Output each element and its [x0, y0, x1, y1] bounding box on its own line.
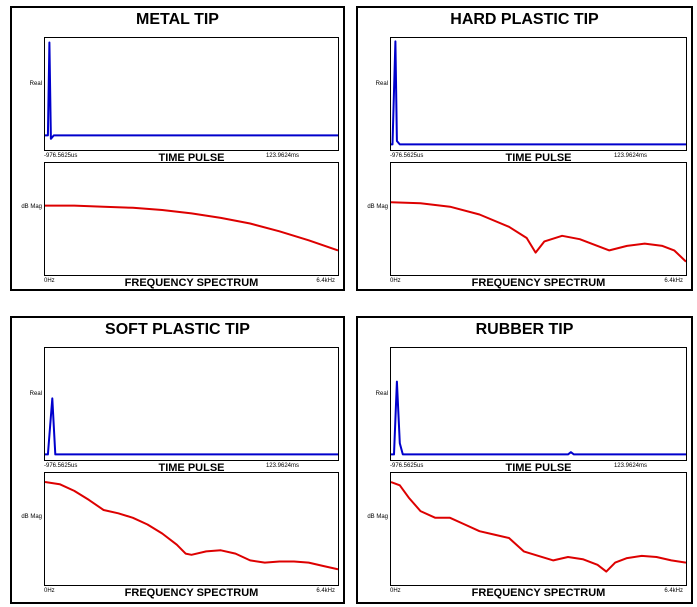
time-pulse-plot [44, 347, 339, 461]
x-end-label: 123.9624ms [265, 153, 299, 159]
y-axis-label: dB Mag [21, 204, 42, 210]
chart-panel: METAL TIP Real -976.5625us 123.9624ms TIME P… [10, 6, 345, 291]
x-end-label: 6.4kHz [316, 588, 335, 594]
x-start-label: 0Hz [390, 588, 401, 594]
time-pulse-title: TIME PULSE [505, 462, 572, 474]
time-pulse-title: TIME PULSE [158, 152, 225, 164]
frequency-spectrum-title: FREQUENCY SPECTRUM [471, 587, 606, 599]
panel-title: METAL TIP [136, 11, 219, 28]
chart-panel: HARD PLASTIC TIP Real -976.5625us 123.9624m… [356, 6, 693, 291]
time-pulse-title: TIME PULSE [505, 152, 572, 164]
frequency-spectrum-plot [44, 162, 339, 276]
y-axis-label: dB Mag [21, 514, 42, 520]
x-end-label: 6.4kHz [664, 278, 683, 284]
pulse-series-line [45, 397, 338, 456]
x-start-label: 0Hz [44, 278, 55, 284]
plot-area [45, 41, 338, 140]
y-axis-label: Real [375, 391, 388, 397]
chart-panel: RUBBER TIP Real -976.5625us 123.9624ms TIME … [356, 316, 693, 604]
x-start-label: -976.5625us [390, 463, 424, 469]
plot-area [391, 201, 686, 263]
x-start-label: -976.5625us [390, 153, 424, 159]
frequency-spectrum-plot [390, 162, 687, 276]
x-end-label: 123.9624ms [265, 463, 299, 469]
time-pulse-title: TIME PULSE [158, 462, 225, 474]
frequency-spectrum-title: FREQUENCY SPECTRUM [471, 277, 606, 289]
chart-panel: SOFT PLASTIC TIP Real -976.5625us 123.9624m… [10, 316, 345, 604]
x-end-label: 123.9624ms [613, 153, 647, 159]
spectrum-series-line [45, 481, 338, 571]
y-axis-label: Real [29, 391, 42, 397]
time-pulse-plot [390, 37, 687, 151]
spectrum-series-line [391, 201, 686, 263]
y-axis-label: Real [29, 81, 42, 87]
plot-area [45, 481, 338, 571]
frequency-spectrum-plot [390, 472, 687, 586]
pulse-series-line [391, 380, 686, 456]
spectrum-series-line [45, 204, 338, 252]
spectrum-series-line [391, 481, 686, 573]
frequency-spectrum-title: FREQUENCY SPECTRUM [124, 587, 259, 599]
panel-title: RUBBER TIP [475, 321, 574, 338]
y-axis-label: dB Mag [367, 204, 388, 210]
time-pulse-plot [390, 347, 687, 461]
frequency-spectrum-title: FREQUENCY SPECTRUM [124, 277, 259, 289]
frequency-spectrum-plot [44, 472, 339, 586]
pulse-series-line [391, 40, 686, 146]
panel-title: SOFT PLASTIC TIP [105, 321, 250, 338]
plot-area [391, 481, 686, 573]
plot-area [391, 40, 686, 146]
time-pulse-plot [44, 37, 339, 151]
x-end-label: 123.9624ms [613, 463, 647, 469]
x-start-label: 0Hz [44, 588, 55, 594]
plot-area [45, 204, 338, 252]
pulse-series-line [45, 41, 338, 140]
y-axis-label: Real [375, 81, 388, 87]
x-start-label: -976.5625us [44, 153, 78, 159]
x-start-label: -976.5625us [44, 463, 78, 469]
plot-area [391, 380, 686, 456]
panel-title: HARD PLASTIC TIP [450, 11, 599, 28]
x-end-label: 6.4kHz [316, 278, 335, 284]
x-end-label: 6.4kHz [664, 588, 683, 594]
y-axis-label: dB Mag [367, 514, 388, 520]
plot-area [45, 397, 338, 456]
x-start-label: 0Hz [390, 278, 401, 284]
